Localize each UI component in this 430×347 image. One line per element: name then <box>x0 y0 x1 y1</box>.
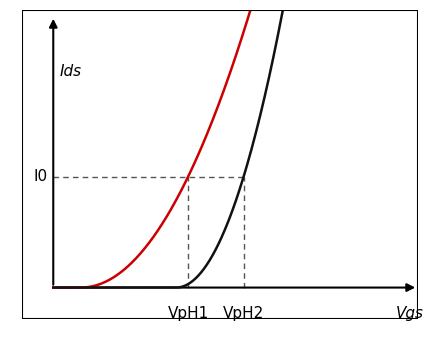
Text: Vgs: Vgs <box>395 306 423 321</box>
Bar <box>22 10 417 319</box>
Text: VpH2: VpH2 <box>222 306 264 321</box>
Text: I0: I0 <box>33 169 47 184</box>
Text: Ids: Ids <box>59 64 81 79</box>
Text: VpH1: VpH1 <box>167 306 208 321</box>
